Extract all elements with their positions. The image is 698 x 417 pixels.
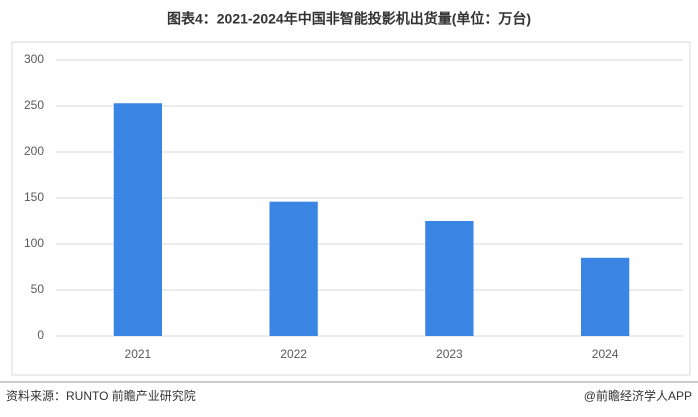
source-note: 资料来源：RUNTO 前瞻产业研究院 xyxy=(6,388,196,403)
y-tick-label: 250 xyxy=(24,98,44,112)
x-tick-label: 2022 xyxy=(280,347,307,361)
chart-title: 图表4：2021-2024年中国非智能投影机出货量(单位：万台) xyxy=(167,11,531,27)
y-tick-label: 150 xyxy=(24,190,44,204)
y-tick-label: 300 xyxy=(24,52,44,66)
y-tick-label: 0 xyxy=(37,328,44,342)
x-tick-label: 2024 xyxy=(592,347,619,361)
bar xyxy=(425,221,474,336)
y-tick-label: 50 xyxy=(31,282,45,296)
bar xyxy=(113,103,163,337)
y-tick-label: 200 xyxy=(24,144,44,158)
x-tick-label: 2021 xyxy=(125,347,152,361)
credit: @前瞻经济学人APP xyxy=(584,388,692,403)
bar xyxy=(269,201,318,336)
bar xyxy=(580,257,630,336)
x-tick-label: 2023 xyxy=(436,347,463,361)
y-tick-label: 100 xyxy=(24,236,44,250)
chart-frame xyxy=(11,41,691,376)
